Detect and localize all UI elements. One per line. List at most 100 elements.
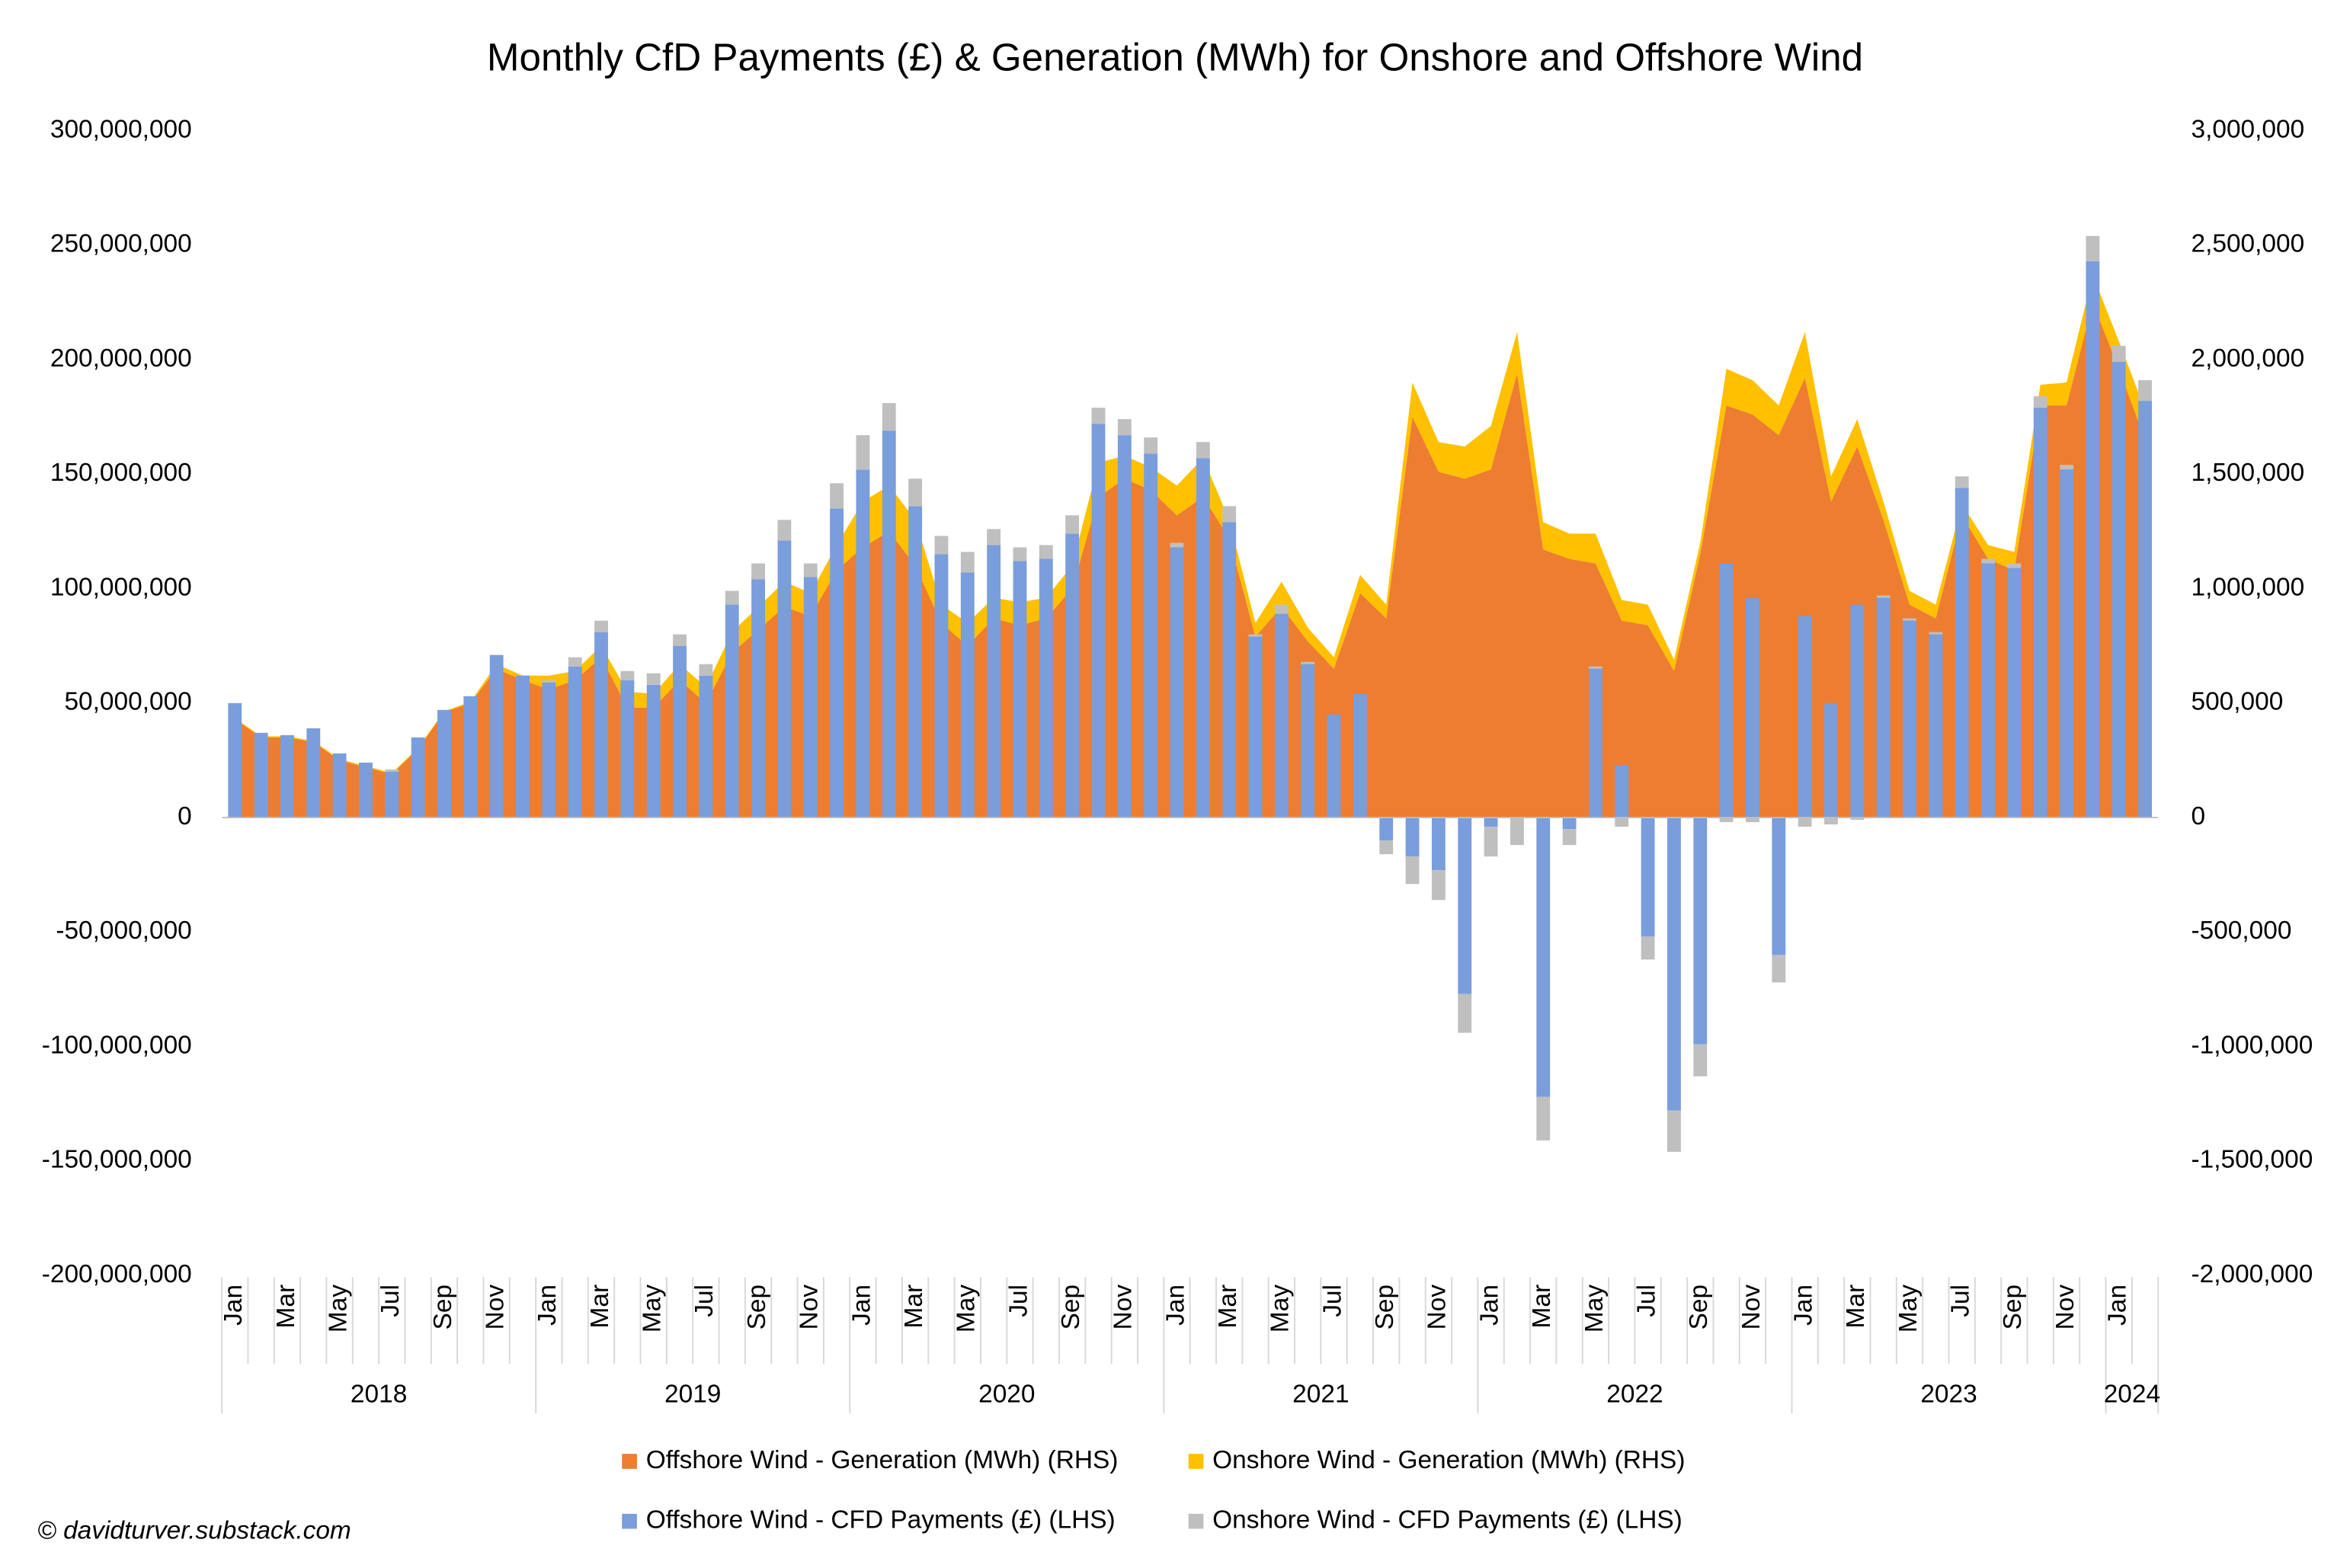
bar (437, 709, 451, 818)
x-tick-label: May (324, 1285, 352, 1333)
bar (856, 469, 870, 818)
bar (1065, 515, 1080, 534)
year-label: 2019 (664, 1380, 721, 1408)
bar (1824, 702, 1838, 818)
bar (1981, 563, 1995, 818)
bar (908, 478, 923, 507)
bar (594, 632, 608, 818)
y2-tick-label: 1,000,000 (2192, 573, 2305, 601)
bar (2086, 235, 2100, 261)
y2-tick-label: 2,000,000 (2192, 344, 2305, 373)
x-tick-label: Nov (481, 1285, 509, 1330)
y-tick-label: 200,000,000 (50, 344, 192, 373)
bar (1484, 827, 1498, 857)
bar (1039, 545, 1053, 559)
bar (568, 666, 582, 818)
bar (542, 682, 556, 818)
bar (385, 769, 399, 772)
bar (620, 680, 635, 818)
bar (1772, 955, 1786, 983)
bar (987, 529, 1001, 546)
bar (1719, 818, 1734, 823)
bar (1903, 620, 1916, 818)
bar (2138, 401, 2153, 818)
y2-tick-label: -1,000,000 (2192, 1031, 2313, 1059)
bar (1562, 829, 1577, 846)
y2-tick-label: 500,000 (2192, 688, 2284, 716)
y-tick-label: -200,000,000 (42, 1260, 192, 1288)
year-label: 2024 (2104, 1380, 2160, 1408)
bar (1431, 870, 1446, 901)
bar (1536, 1096, 1551, 1141)
bar (1824, 818, 1838, 825)
bar (1746, 597, 1759, 818)
x-tick-label: Jan (1789, 1285, 1817, 1326)
bar (1248, 634, 1263, 637)
x-tick-label: Mar (1528, 1285, 1556, 1329)
bar (1170, 547, 1184, 818)
y-tick-label: 150,000,000 (50, 459, 192, 487)
bar (1693, 1044, 1708, 1077)
bar (1091, 408, 1106, 424)
bar (1484, 818, 1498, 827)
bar (1981, 558, 1995, 564)
bar (1144, 437, 1158, 454)
bar (1327, 714, 1341, 818)
y2-tick-label: 2,500,000 (2192, 230, 2305, 258)
bar (803, 577, 818, 818)
bar (2138, 380, 2153, 402)
areas (235, 274, 2146, 818)
bar (960, 572, 975, 818)
bar (725, 604, 739, 818)
x-tick-label: May (1894, 1285, 1923, 1333)
bar (1379, 840, 1394, 855)
year-label: 2022 (1606, 1380, 1663, 1408)
x-tick-label: Jan (847, 1285, 876, 1326)
bar (1196, 442, 1210, 459)
bar (646, 673, 661, 685)
x-tick-label: Jul (1318, 1285, 1346, 1317)
bar (830, 508, 844, 818)
x-tick-label: Jul (376, 1285, 405, 1317)
bar (1876, 595, 1891, 598)
bar (1667, 1110, 1681, 1152)
bar (1850, 818, 1865, 821)
x-tick-label: Sep (743, 1285, 771, 1330)
legend-label: Offshore Wind - CFD Payments (£) (LHS) (646, 1506, 1116, 1534)
bar (1379, 818, 1394, 841)
year-label: 2018 (351, 1380, 407, 1408)
bar (1039, 558, 1053, 818)
bar (2060, 465, 2073, 470)
bar (987, 545, 1001, 818)
legend-swatch (622, 1513, 637, 1529)
x-tick-label: Jan (1475, 1285, 1503, 1326)
bar (725, 590, 739, 605)
bar (1405, 856, 1420, 885)
bar (673, 645, 687, 818)
bar (1458, 994, 1472, 1033)
bar (1903, 618, 1916, 621)
bar (1301, 661, 1315, 664)
bar (777, 540, 792, 818)
bar (516, 675, 530, 818)
bar (751, 563, 765, 580)
year-label: 2023 (1920, 1380, 1977, 1408)
bar (1693, 818, 1708, 1045)
x-tick-label: Jul (1632, 1285, 1660, 1317)
bar (1196, 458, 1210, 818)
bar (1117, 419, 1132, 436)
y-tick-label: 250,000,000 (50, 230, 192, 258)
x-tick-label: Nov (2051, 1285, 2079, 1330)
bar (2111, 345, 2126, 362)
bar (1536, 818, 1551, 1097)
bar (2033, 408, 2047, 818)
y-tick-label: -150,000,000 (42, 1146, 192, 1174)
chart-title: Monthly CfD Payments (£) & Generation (M… (487, 36, 1863, 79)
y-tick-label: -50,000,000 (56, 917, 191, 945)
bars (228, 235, 2153, 1152)
bar (1589, 666, 1602, 669)
bar (385, 771, 399, 818)
y2-tick-label: 1,500,000 (2192, 459, 2305, 487)
bar (2007, 563, 2022, 568)
bar (1170, 542, 1184, 548)
